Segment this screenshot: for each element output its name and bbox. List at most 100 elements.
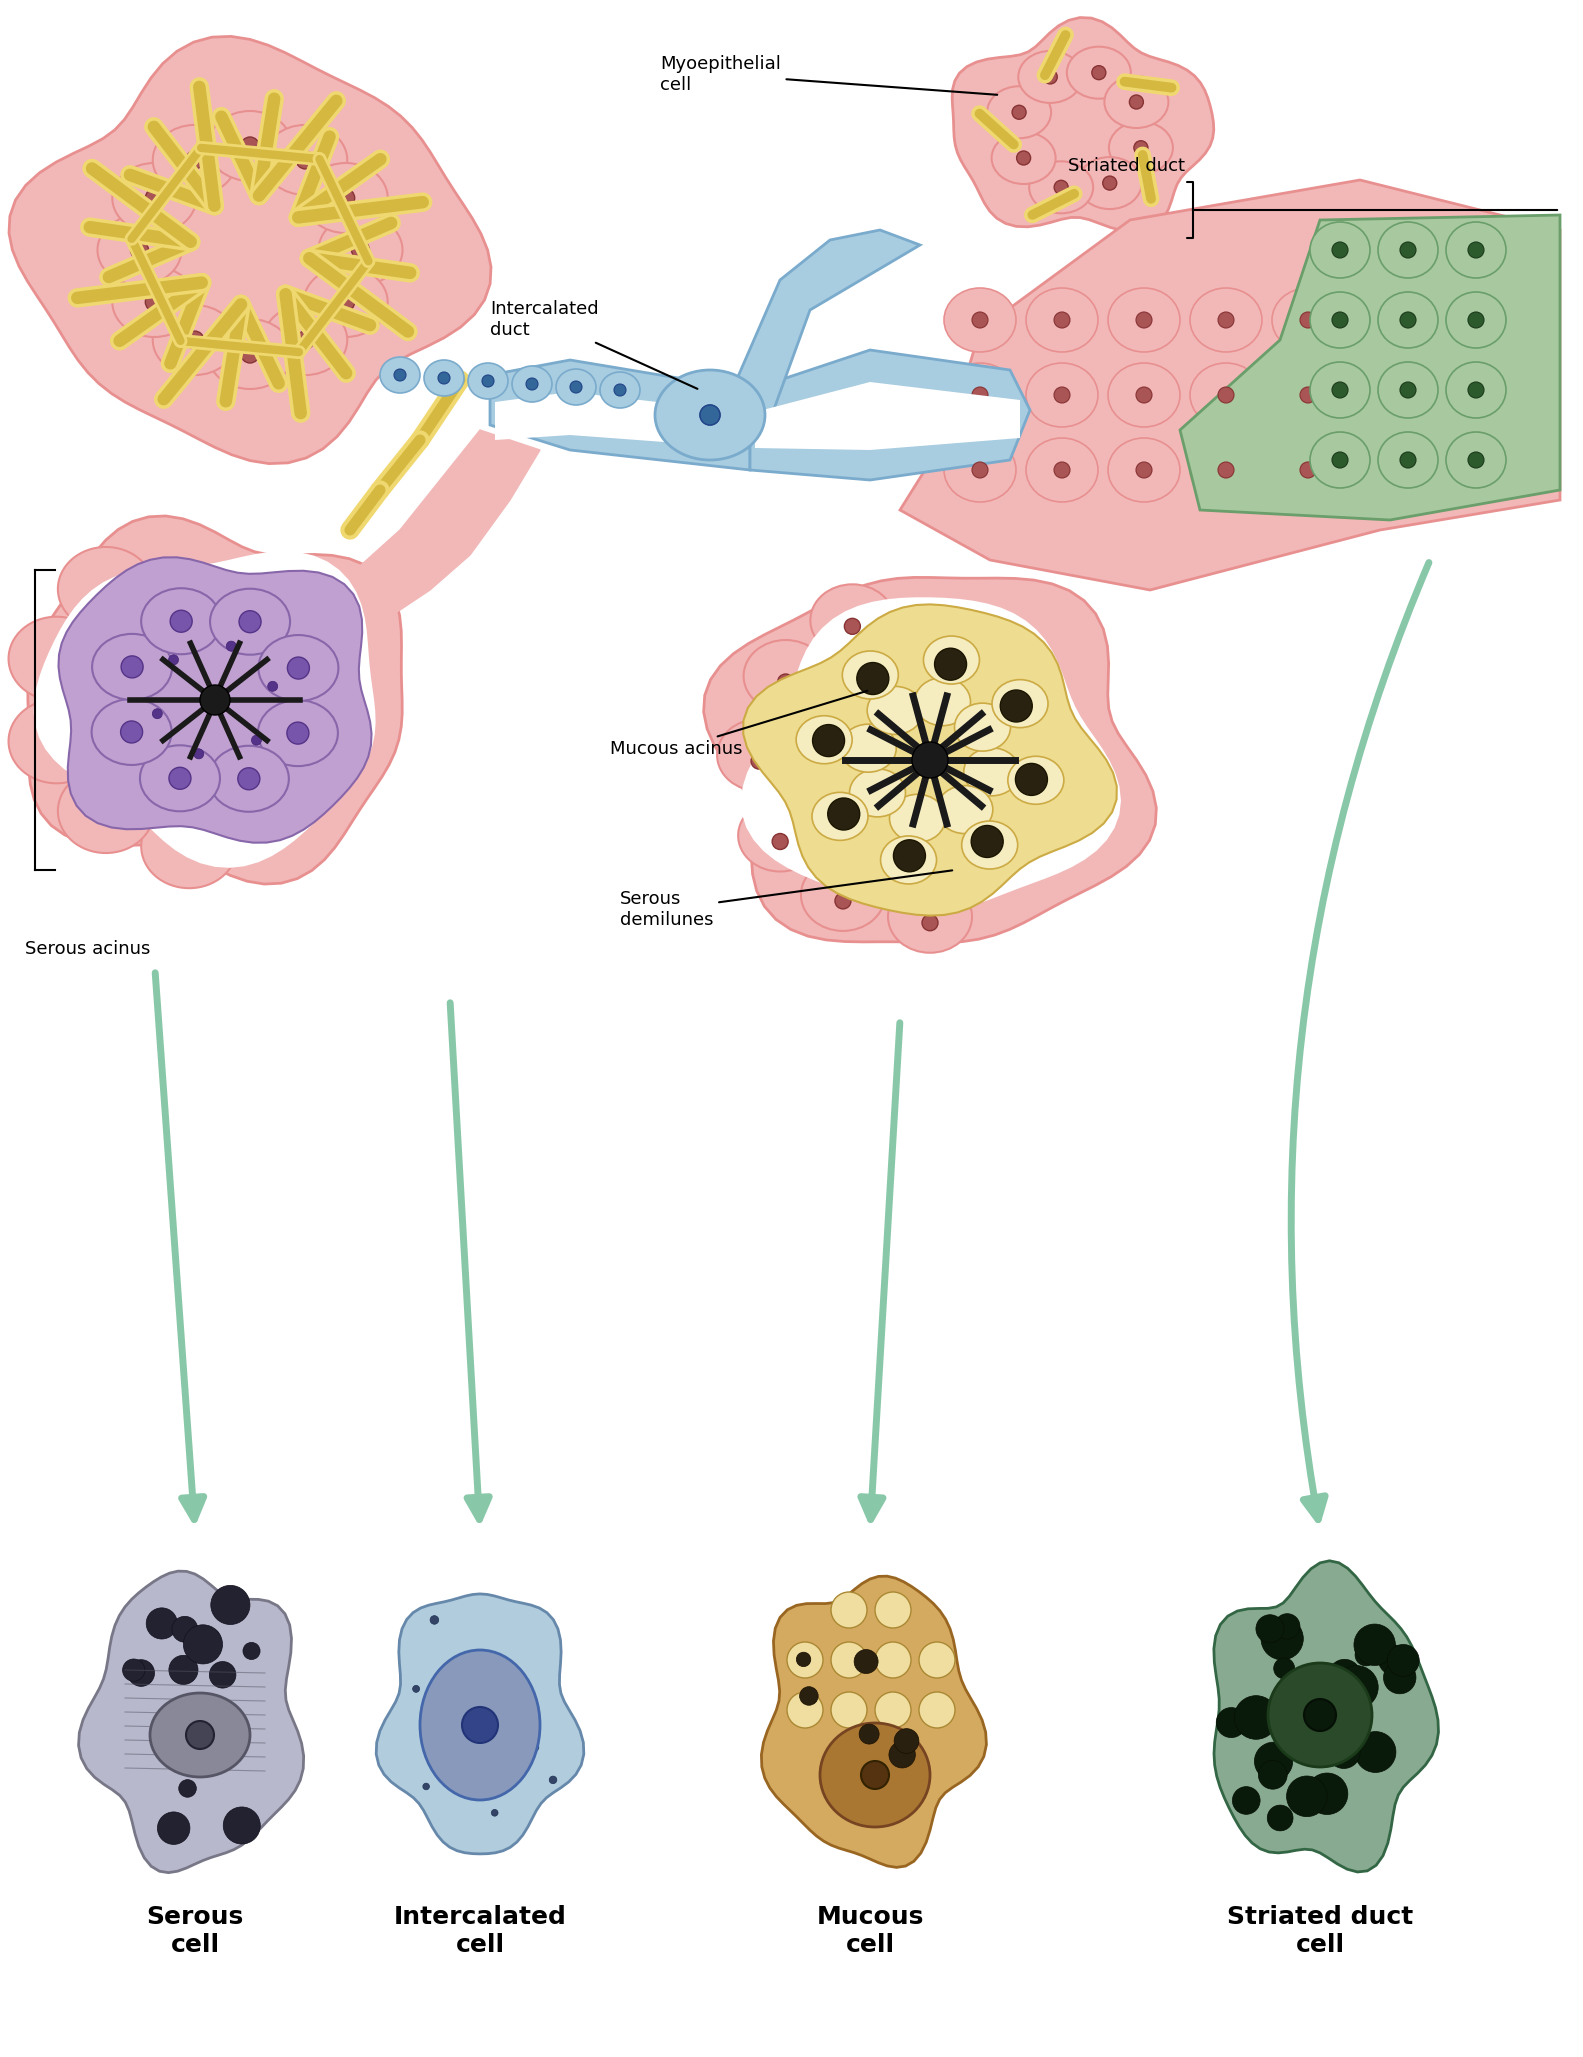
Text: Serous
demilunes: Serous demilunes bbox=[621, 870, 953, 930]
Text: Mucous acinus: Mucous acinus bbox=[609, 691, 867, 757]
Ellipse shape bbox=[844, 619, 861, 634]
Ellipse shape bbox=[431, 1615, 438, 1625]
Polygon shape bbox=[901, 181, 1559, 590]
Ellipse shape bbox=[915, 677, 970, 726]
Ellipse shape bbox=[1399, 243, 1417, 257]
Ellipse shape bbox=[962, 821, 1018, 868]
Ellipse shape bbox=[1268, 1806, 1293, 1831]
Ellipse shape bbox=[787, 1693, 823, 1728]
Ellipse shape bbox=[1216, 1707, 1246, 1738]
Ellipse shape bbox=[141, 804, 237, 889]
Ellipse shape bbox=[1467, 313, 1483, 327]
Ellipse shape bbox=[457, 1664, 470, 1676]
Ellipse shape bbox=[252, 734, 261, 745]
Polygon shape bbox=[491, 360, 750, 469]
Polygon shape bbox=[755, 383, 1019, 450]
Ellipse shape bbox=[1233, 1788, 1260, 1814]
Ellipse shape bbox=[152, 710, 163, 718]
Ellipse shape bbox=[8, 699, 104, 784]
Ellipse shape bbox=[1382, 387, 1398, 403]
Polygon shape bbox=[951, 19, 1214, 232]
Ellipse shape bbox=[1353, 288, 1426, 352]
Ellipse shape bbox=[777, 675, 793, 689]
Ellipse shape bbox=[296, 331, 315, 350]
Ellipse shape bbox=[831, 1693, 867, 1728]
Ellipse shape bbox=[1467, 243, 1483, 257]
Ellipse shape bbox=[122, 1660, 144, 1681]
Ellipse shape bbox=[923, 636, 980, 685]
Polygon shape bbox=[703, 578, 1156, 942]
Ellipse shape bbox=[855, 1650, 879, 1674]
Ellipse shape bbox=[834, 893, 852, 909]
Polygon shape bbox=[33, 551, 375, 868]
Ellipse shape bbox=[258, 636, 339, 701]
Polygon shape bbox=[761, 1576, 986, 1868]
Polygon shape bbox=[280, 430, 540, 660]
Text: Mucous
cell: Mucous cell bbox=[817, 1905, 924, 1956]
Ellipse shape bbox=[1399, 383, 1417, 397]
Ellipse shape bbox=[423, 1783, 429, 1790]
Ellipse shape bbox=[1054, 387, 1070, 403]
Ellipse shape bbox=[1436, 362, 1509, 428]
Ellipse shape bbox=[206, 1633, 220, 1648]
Ellipse shape bbox=[1273, 288, 1344, 352]
Ellipse shape bbox=[1355, 1732, 1396, 1773]
Ellipse shape bbox=[1235, 1695, 1277, 1740]
Polygon shape bbox=[9, 37, 491, 463]
Ellipse shape bbox=[875, 1592, 910, 1627]
Ellipse shape bbox=[556, 368, 597, 405]
Ellipse shape bbox=[211, 1586, 250, 1625]
Ellipse shape bbox=[1328, 1660, 1361, 1691]
Text: Striated duct
cell: Striated duct cell bbox=[1227, 1905, 1414, 1956]
Ellipse shape bbox=[937, 786, 993, 833]
Ellipse shape bbox=[787, 1641, 823, 1679]
Ellipse shape bbox=[1273, 362, 1344, 428]
Ellipse shape bbox=[112, 267, 196, 337]
Ellipse shape bbox=[1078, 156, 1141, 210]
Ellipse shape bbox=[146, 1609, 177, 1639]
Ellipse shape bbox=[1467, 453, 1483, 469]
Text: Serous
cell: Serous cell bbox=[146, 1905, 244, 1956]
Ellipse shape bbox=[199, 685, 230, 716]
Ellipse shape bbox=[1262, 1617, 1303, 1660]
Ellipse shape bbox=[1137, 313, 1152, 327]
Ellipse shape bbox=[185, 331, 204, 350]
Ellipse shape bbox=[1016, 150, 1031, 165]
Polygon shape bbox=[79, 1572, 304, 1872]
Ellipse shape bbox=[141, 588, 222, 654]
Polygon shape bbox=[741, 597, 1121, 913]
Ellipse shape bbox=[1436, 438, 1509, 502]
Ellipse shape bbox=[1273, 438, 1344, 502]
Polygon shape bbox=[59, 557, 372, 843]
Ellipse shape bbox=[1331, 453, 1349, 469]
Ellipse shape bbox=[1300, 387, 1315, 403]
Ellipse shape bbox=[226, 642, 236, 652]
Ellipse shape bbox=[893, 839, 926, 872]
Ellipse shape bbox=[1445, 222, 1505, 278]
Ellipse shape bbox=[991, 132, 1056, 183]
Ellipse shape bbox=[972, 463, 988, 477]
Ellipse shape bbox=[1015, 763, 1048, 796]
Text: Intercalated
cell: Intercalated cell bbox=[394, 1905, 567, 1956]
Ellipse shape bbox=[337, 189, 355, 208]
Ellipse shape bbox=[92, 699, 171, 765]
Ellipse shape bbox=[184, 1625, 223, 1664]
Ellipse shape bbox=[920, 1693, 955, 1728]
Ellipse shape bbox=[169, 611, 192, 631]
Ellipse shape bbox=[1399, 313, 1417, 327]
Ellipse shape bbox=[1092, 66, 1107, 80]
Ellipse shape bbox=[258, 699, 337, 765]
Ellipse shape bbox=[337, 292, 355, 311]
Ellipse shape bbox=[223, 1806, 260, 1843]
Ellipse shape bbox=[912, 743, 948, 778]
Ellipse shape bbox=[1331, 243, 1349, 257]
Ellipse shape bbox=[438, 372, 450, 385]
Ellipse shape bbox=[1137, 463, 1152, 477]
Ellipse shape bbox=[1445, 292, 1505, 348]
Ellipse shape bbox=[1355, 1644, 1377, 1666]
Ellipse shape bbox=[1012, 105, 1026, 119]
Ellipse shape bbox=[920, 1641, 955, 1679]
Ellipse shape bbox=[972, 387, 988, 403]
Ellipse shape bbox=[1217, 463, 1235, 477]
Ellipse shape bbox=[894, 1728, 918, 1753]
